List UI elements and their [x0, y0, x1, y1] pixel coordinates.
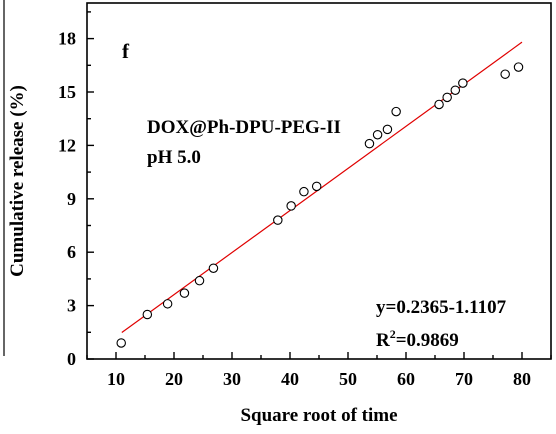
data-point — [273, 215, 283, 225]
x-tick-label: 40 — [281, 369, 299, 389]
panel-label: f — [122, 39, 130, 63]
data-point — [142, 309, 153, 320]
y-tick-label: 12 — [58, 135, 76, 155]
x-tick-label: 60 — [397, 369, 415, 389]
data-point — [513, 62, 524, 72]
y-tick-label: 15 — [58, 82, 76, 102]
x-tick-label: 30 — [223, 369, 241, 389]
y-tick-label: 0 — [67, 349, 76, 369]
data-point — [382, 124, 393, 135]
y-tick-label: 3 — [67, 296, 76, 316]
data-points — [116, 62, 524, 348]
x-tick-label: 80 — [513, 369, 531, 389]
data-point — [458, 78, 468, 88]
y-tick-label: 18 — [58, 29, 76, 49]
r-squared-sup: 2 — [390, 327, 396, 341]
r-squared-prefix: R — [376, 330, 390, 351]
data-point — [179, 288, 190, 298]
data-point — [116, 338, 126, 348]
data-point — [372, 129, 383, 140]
data-point — [442, 92, 452, 103]
data-point — [391, 106, 401, 117]
x-tick-label: 20 — [165, 369, 183, 389]
y-axis-ticks: 0 3 6 9 12 15 18 — [58, 11, 94, 369]
data-point — [208, 263, 219, 273]
data-point — [450, 85, 461, 95]
data-point — [194, 275, 205, 286]
x-tick-label: 70 — [455, 369, 473, 389]
x-tick-label: 10 — [107, 369, 125, 389]
data-point — [364, 138, 375, 149]
fit-equation: y=0.2365-1.1107 — [376, 297, 507, 318]
x-tick-label: 50 — [339, 369, 357, 389]
data-point — [434, 99, 444, 110]
data-point — [286, 201, 296, 211]
r-squared-value: =0.9869 — [396, 330, 459, 351]
data-point — [311, 181, 322, 192]
x-axis-title: Square root of time — [240, 405, 397, 426]
condition-label: pH 5.0 — [147, 147, 201, 168]
y-axis-title: Cumulative release (%) — [7, 85, 28, 277]
r-squared: R2=0.9869 — [376, 327, 459, 351]
y-tick-label: 9 — [67, 189, 76, 209]
sample-label: DOX@Ph-DPU-PEG-II — [147, 117, 341, 138]
x-axis-ticks: 10 20 30 40 50 60 70 80 — [86, 352, 552, 389]
data-point — [299, 186, 309, 197]
y-tick-label: 6 — [67, 242, 76, 262]
data-point — [500, 69, 510, 79]
data-point — [162, 299, 173, 309]
